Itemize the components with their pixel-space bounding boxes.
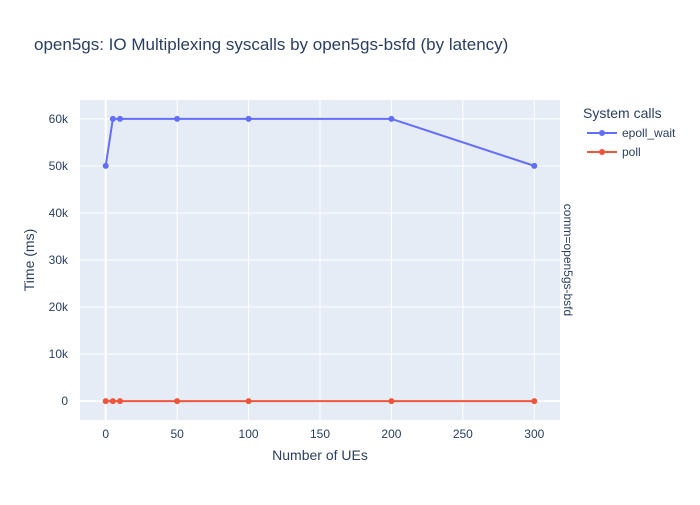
series-epoll_wait: [102, 115, 538, 169]
x-tick-label: 300: [524, 427, 544, 441]
legend-title: System calls: [583, 105, 662, 121]
y-tick-label: 20k: [49, 300, 69, 314]
y-axis-ticks: 0 10k 20k 30k 40k 50k 60k: [49, 112, 69, 408]
x-tick-label: 0: [102, 427, 109, 441]
y-tick-label: 40k: [49, 206, 69, 220]
x-axis-title: Number of UEs: [272, 447, 368, 463]
legend-marker: [599, 130, 605, 136]
y-tick-label: 60k: [49, 112, 69, 126]
y-axis-title: Time (ms): [21, 229, 37, 291]
data-point[interactable]: [174, 398, 181, 405]
legend-label: epoll_wait: [622, 126, 676, 140]
x-tick-label: 100: [239, 427, 259, 441]
y-tick-label: 30k: [49, 253, 69, 267]
chart-title: open5gs: IO Multiplexing syscalls by ope…: [34, 35, 508, 54]
y-tick-label: 50k: [49, 159, 69, 173]
legend-marker: [599, 149, 605, 155]
series-poll: [102, 398, 538, 405]
legend-item-epoll_wait[interactable]: epoll_wait: [587, 126, 676, 140]
data-point[interactable]: [388, 398, 395, 405]
data-point[interactable]: [117, 398, 123, 405]
data-point[interactable]: [531, 398, 538, 405]
y-tick-label: 0: [61, 394, 68, 408]
y-tick-label: 10k: [49, 347, 69, 361]
data-point[interactable]: [117, 115, 123, 122]
data-point[interactable]: [388, 115, 395, 122]
x-axis-ticks: 0 50 100 150 200 250 300: [102, 427, 544, 441]
data-point[interactable]: [109, 115, 116, 122]
x-tick-label: 150: [310, 427, 330, 441]
data-point[interactable]: [102, 398, 109, 405]
x-tick-label: 250: [453, 427, 473, 441]
data-point[interactable]: [531, 162, 538, 169]
series-layer: [102, 115, 538, 405]
x-tick-label: 50: [170, 427, 184, 441]
data-point[interactable]: [102, 162, 109, 169]
legend-item-poll[interactable]: poll: [587, 145, 641, 159]
data-point[interactable]: [245, 115, 252, 122]
legend-label: poll: [622, 145, 641, 159]
data-point[interactable]: [109, 398, 116, 405]
facet-label: comm=open5gs-bsfd: [561, 204, 575, 316]
data-point[interactable]: [245, 398, 252, 405]
x-tick-label: 200: [381, 427, 401, 441]
data-point[interactable]: [174, 115, 181, 122]
